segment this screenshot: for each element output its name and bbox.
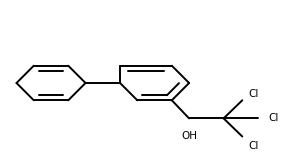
Text: Cl: Cl bbox=[249, 89, 259, 99]
Text: Cl: Cl bbox=[249, 141, 259, 151]
Text: Cl: Cl bbox=[269, 113, 279, 123]
Text: OH: OH bbox=[181, 131, 197, 141]
